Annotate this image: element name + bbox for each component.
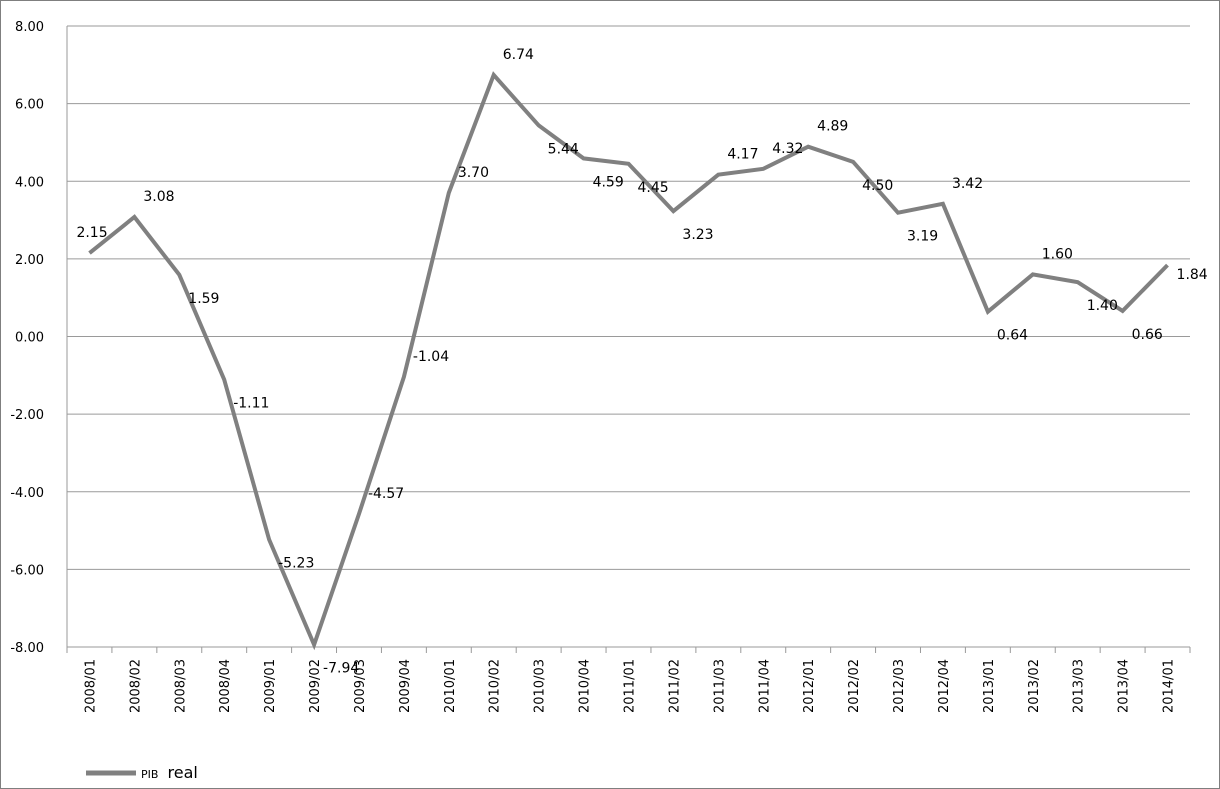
data-label: 0.64 <box>997 328 1028 344</box>
data-label: -1.11 <box>233 396 269 412</box>
x-tick-label: 2013/04 <box>1117 659 1132 713</box>
data-label: 4.17 <box>727 147 758 163</box>
x-tick-label: 2011/03 <box>712 659 727 713</box>
axes <box>66 26 1191 653</box>
data-label: 3.70 <box>458 165 489 181</box>
x-tick-label: 2008/01 <box>83 659 98 713</box>
x-tick-label: 2008/02 <box>128 659 143 713</box>
data-label: 4.59 <box>593 174 624 190</box>
data-label: 6.74 <box>503 47 534 63</box>
x-tick-label: 2013/03 <box>1072 659 1087 713</box>
data-label: -1.04 <box>413 349 449 365</box>
y-tick-label: -8.00 <box>10 641 44 656</box>
x-tick-label: 2012/03 <box>892 659 907 713</box>
data-label: 3.19 <box>907 229 938 245</box>
x-tick-label: 2011/04 <box>757 659 772 713</box>
x-tick-label: 2010/03 <box>533 659 548 713</box>
y-axis-ticks: 8.00 6.00 4.00 2.00 0.00 -2.00 -4.00 -6.00 -8.00 <box>10 20 44 656</box>
legend-label-prefix: PIB <box>141 768 158 781</box>
x-tick-label: 2010/02 <box>488 659 503 713</box>
data-label: -5.23 <box>278 555 314 571</box>
x-tick-label: 2009/01 <box>263 659 278 713</box>
x-tick-label: 2012/01 <box>802 659 817 713</box>
y-tick-label: 2.00 <box>15 253 44 268</box>
data-label: 4.89 <box>817 119 848 135</box>
y-tick-label: 4.00 <box>15 175 44 190</box>
legend-label-suffix: real <box>168 763 198 782</box>
y-tick-label: 8.00 <box>15 20 44 35</box>
data-label: 0.66 <box>1132 327 1163 343</box>
y-tick-label: -4.00 <box>10 486 44 501</box>
data-label: -4.57 <box>368 486 404 502</box>
data-label: 1.40 <box>1087 298 1118 314</box>
legend-label: PIB real <box>141 763 198 782</box>
x-tick-label: 2008/03 <box>173 659 188 713</box>
data-labels: 2.15 3.08 1.59 -1.11 -5.23 -7.94 -4.57 -1.04 3.7… <box>76 47 1207 677</box>
legend: PIB real <box>86 763 198 782</box>
x-tick-label: 2011/02 <box>667 659 682 713</box>
data-label: 2.15 <box>76 225 107 241</box>
x-tick-label: 2009/03 <box>353 659 368 713</box>
data-label: 1.59 <box>188 291 219 307</box>
data-label: -7.94 <box>323 661 359 677</box>
x-axis-ticks: 2008/01 2008/02 2008/03 2008/04 2009/01 2009/… <box>83 659 1176 713</box>
data-label: 4.45 <box>638 180 669 196</box>
x-tick-label: 2013/01 <box>982 659 997 713</box>
x-tick-label: 2009/04 <box>398 659 413 713</box>
y-tick-label: 0.00 <box>15 331 44 346</box>
data-label: 4.50 <box>862 178 893 194</box>
x-tick-label: 2008/04 <box>218 659 233 713</box>
data-label: 1.84 <box>1177 267 1208 283</box>
data-label: 5.44 <box>548 141 579 157</box>
series <box>88 71 1169 651</box>
data-label: 4.32 <box>772 141 803 157</box>
data-label: 3.08 <box>143 189 174 205</box>
x-tick-label: 2013/02 <box>1027 659 1042 713</box>
data-label: 1.60 <box>1042 246 1073 262</box>
x-tick-label: 2011/01 <box>623 659 638 713</box>
x-tick-label: 2014/01 <box>1162 659 1177 713</box>
x-tick-label: 2010/04 <box>578 659 593 713</box>
data-label: 3.23 <box>682 227 713 243</box>
x-tick-label: 2012/04 <box>937 659 952 713</box>
y-tick-label: -6.00 <box>10 563 44 578</box>
x-tick-label: 2009/02 <box>308 659 323 713</box>
y-tick-label: -2.00 <box>10 408 44 423</box>
y-tick-label: 6.00 <box>15 98 44 113</box>
series-line-pib-real <box>88 71 1169 651</box>
x-tick-label: 2010/01 <box>443 659 458 713</box>
data-label: 3.42 <box>952 176 983 192</box>
x-tick-label: 2012/02 <box>847 659 862 713</box>
